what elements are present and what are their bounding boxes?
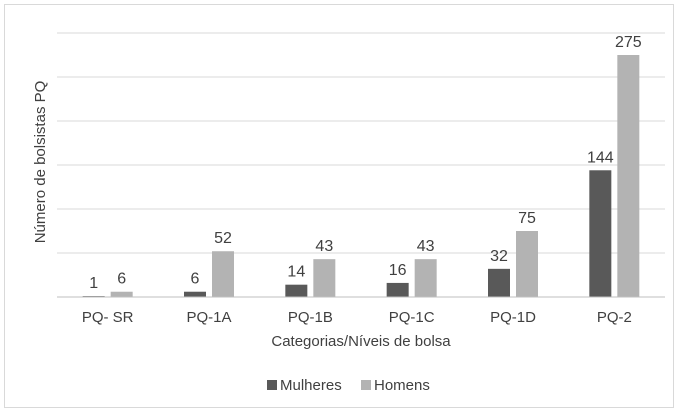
x-tick-label: PQ-2 — [597, 309, 632, 326]
x-tick-label: PQ-1B — [288, 309, 333, 326]
bar-mulheres — [285, 284, 308, 297]
data-label: 32 — [490, 248, 508, 265]
legend-swatch-homens — [361, 380, 371, 390]
data-label: 43 — [315, 238, 333, 255]
x-tick-label: PQ-1D — [490, 309, 536, 326]
data-label: 16 — [389, 262, 407, 279]
bar-mulheres — [386, 282, 409, 297]
bar-homens — [110, 291, 133, 297]
bar-homens — [313, 259, 336, 297]
bar-homens — [516, 231, 538, 297]
data-label: 43 — [417, 238, 435, 255]
data-label: 6 — [191, 271, 200, 288]
x-tick-label: PQ-1A — [186, 309, 231, 326]
data-label: 75 — [518, 210, 536, 227]
data-label: 14 — [287, 264, 305, 281]
legend-label-mulheres: Mulheres — [280, 377, 342, 394]
bar-mulheres — [589, 170, 612, 297]
bar-mulheres — [184, 291, 206, 297]
legend: Mulheres Homens — [267, 377, 430, 394]
legend-label-homens: Homens — [374, 377, 430, 394]
x-axis-title: Categorias/Níveis de bolsa — [271, 333, 451, 350]
bars — [82, 55, 640, 297]
bar-mulheres — [488, 268, 510, 297]
bar-homens — [617, 55, 640, 297]
data-label: 144 — [587, 149, 614, 166]
y-axis-title: Número de bolsistas PQ — [32, 81, 49, 244]
bar-homens — [212, 251, 234, 297]
chart-frame: 1 6 6 52 14 43 16 43 32 75 144 275 PQ- SR PQ-1A PQ-1B… — [4, 4, 674, 408]
data-label: 6 — [117, 271, 126, 288]
gridlines — [57, 32, 665, 254]
x-tick-labels: PQ- SR PQ-1A PQ-1B PQ-1C PQ-1D PQ-2 — [82, 309, 632, 326]
data-label: 1 — [89, 275, 98, 292]
legend-swatch-mulheres — [267, 380, 277, 390]
x-tick-label: PQ-1C — [389, 309, 435, 326]
data-label: 52 — [214, 230, 232, 247]
x-tick-label: PQ- SR — [82, 309, 134, 326]
bar-homens — [414, 259, 437, 297]
data-label: 275 — [615, 34, 642, 51]
